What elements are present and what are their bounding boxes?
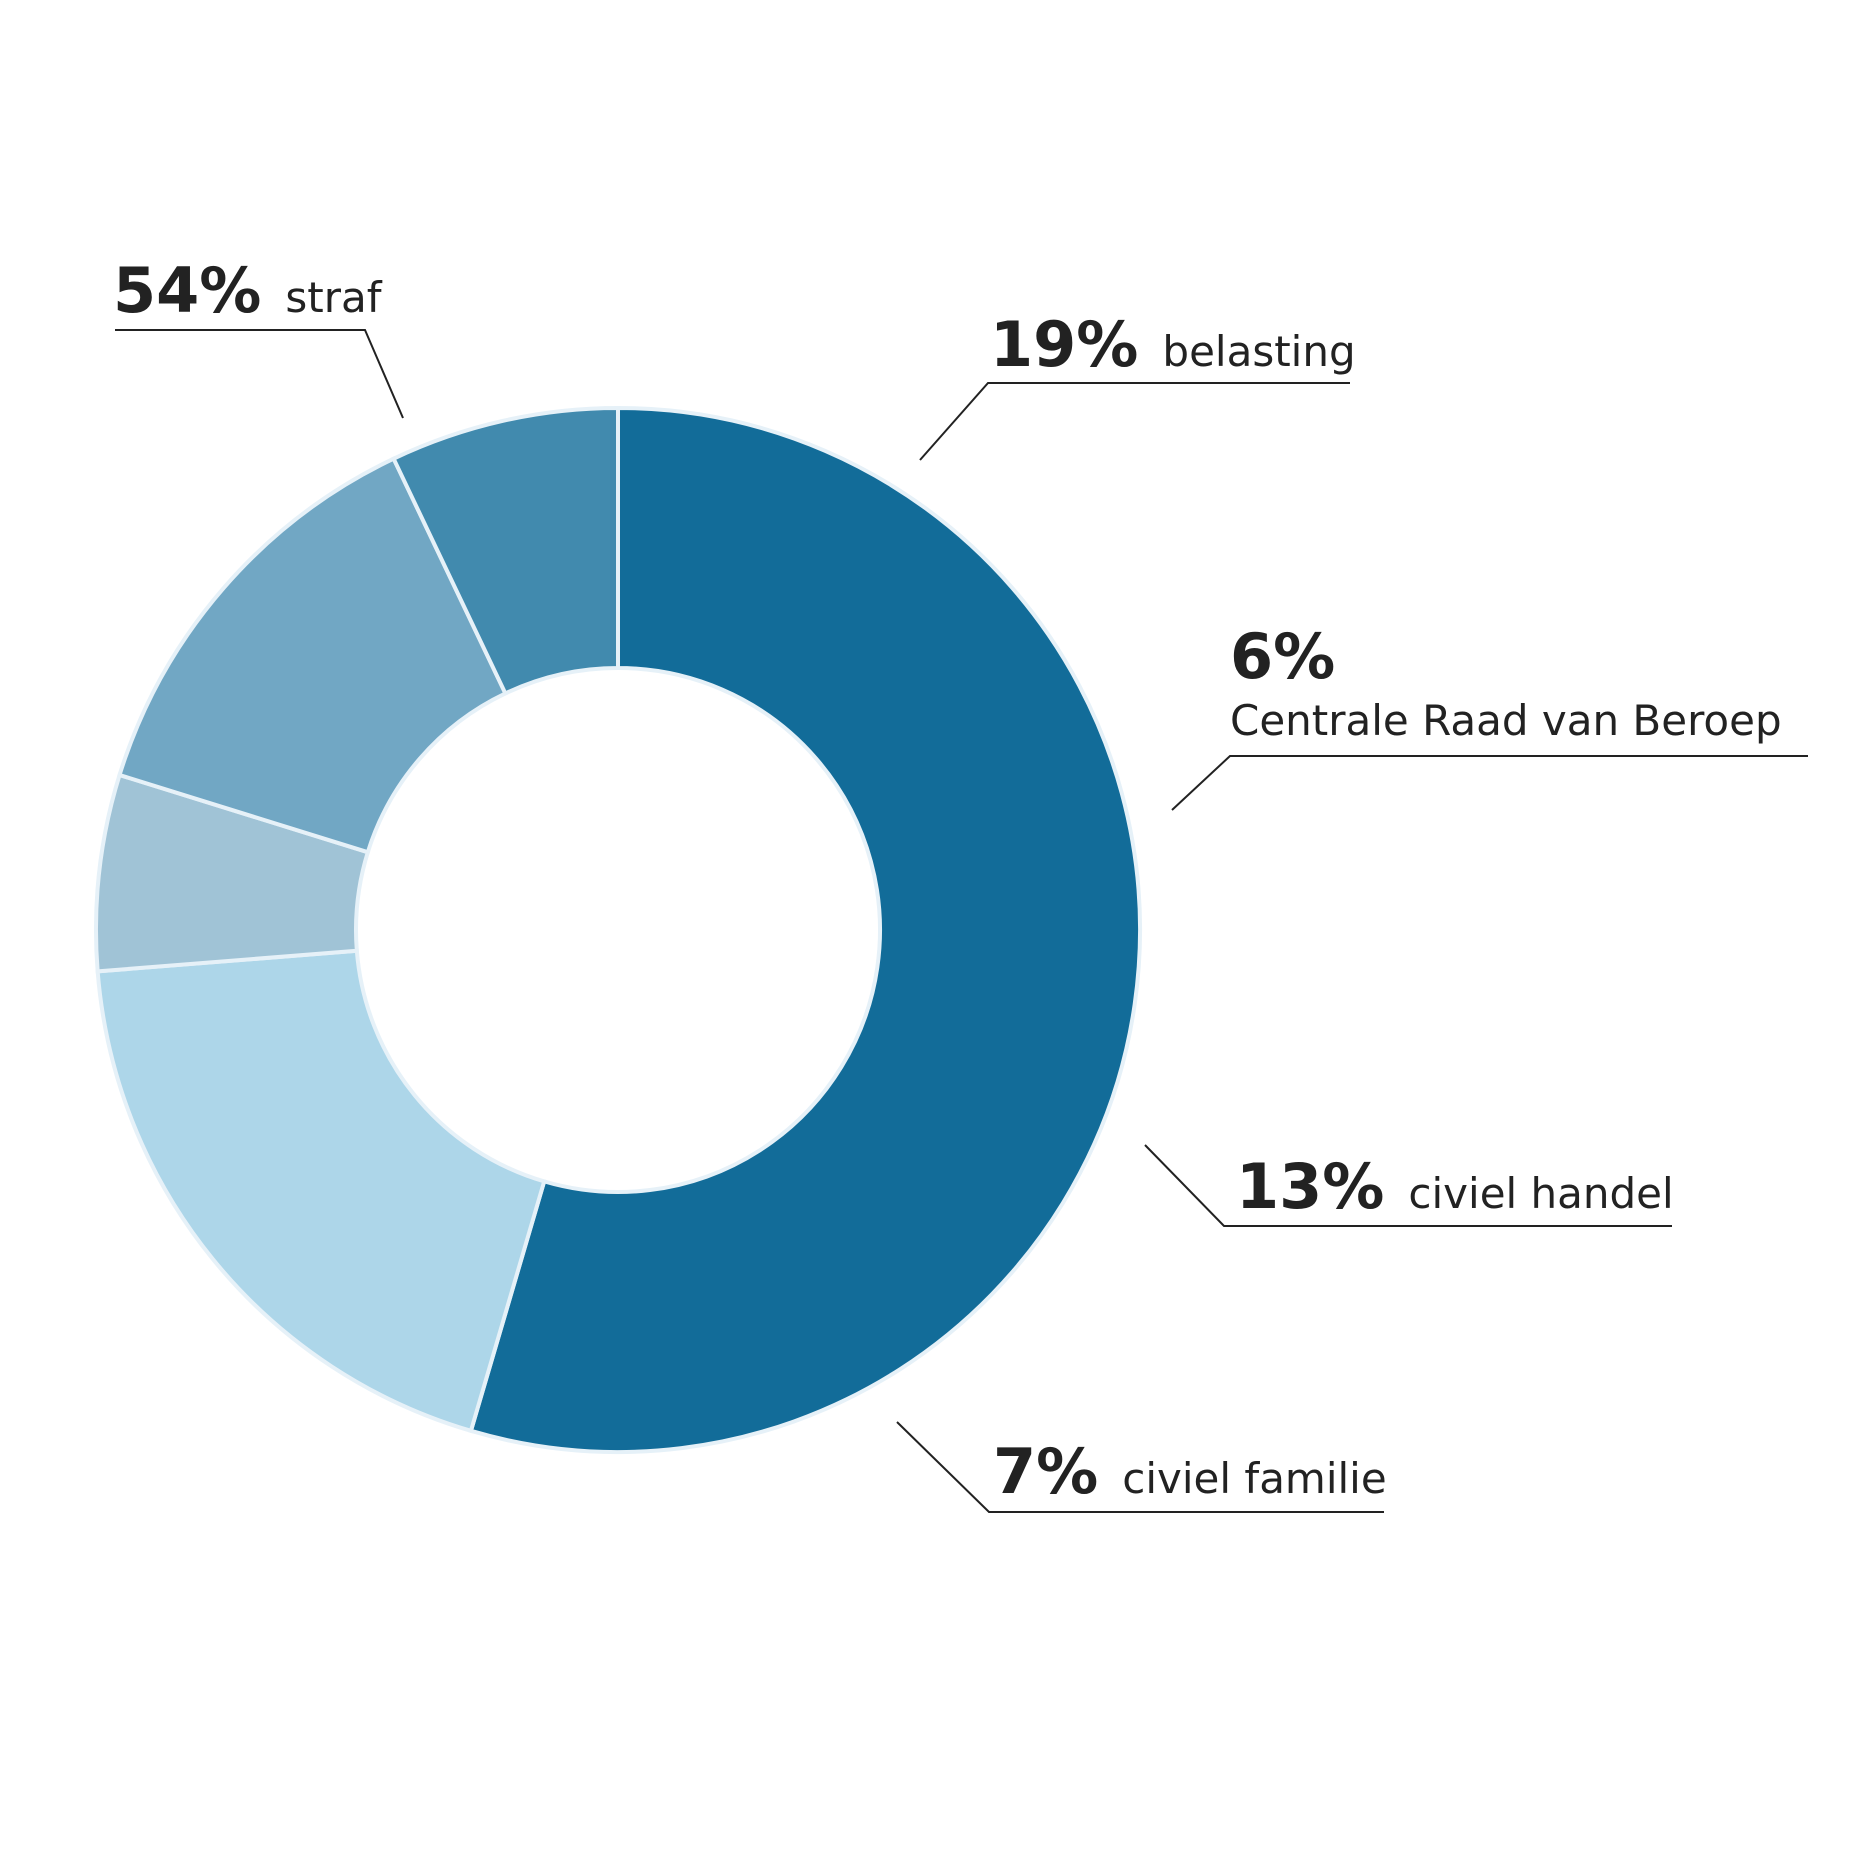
label-straf-name: straf [285,273,382,322]
label-centrale-raad-percent: 6% [1230,620,1335,693]
leader-line-straf [115,329,404,419]
label-civiel-handel-name: civiel handel [1408,1169,1673,1218]
leader-line-centrale-raad [1171,755,1808,811]
slice-civiel-familie [390,405,620,697]
slice-straf [468,405,1142,1454]
label-centrale-raad-name: Centrale Raad van Beroep [1230,696,1782,745]
donut-slices [94,405,1142,1454]
slice-labels: 54% straf 19% belasting 6% Centrale Raad… [113,254,1782,1508]
label-civiel-familie: 7% civiel familie [993,1435,1387,1508]
label-belasting: 19% belasting [990,308,1356,381]
slice-belasting [95,948,547,1434]
label-straf: 54% straf [113,254,383,327]
leader-lines [115,329,1808,1513]
label-straf-percent: 54% [113,254,261,327]
slice-civiel-handel [117,456,509,855]
label-civiel-handel-percent: 13% [1236,1150,1384,1223]
leader-line-civiel-handel [1144,1144,1672,1227]
label-civiel-familie-name: civiel familie [1122,1454,1386,1503]
label-civiel-familie-percent: 7% [993,1435,1098,1508]
label-belasting-percent: 19% [990,308,1138,381]
label-civiel-handel: 13% civiel handel [1236,1150,1674,1223]
leader-line-belasting [919,382,1350,461]
leader-line-civiel-familie [896,1421,1384,1513]
label-belasting-name: belasting [1162,327,1355,376]
